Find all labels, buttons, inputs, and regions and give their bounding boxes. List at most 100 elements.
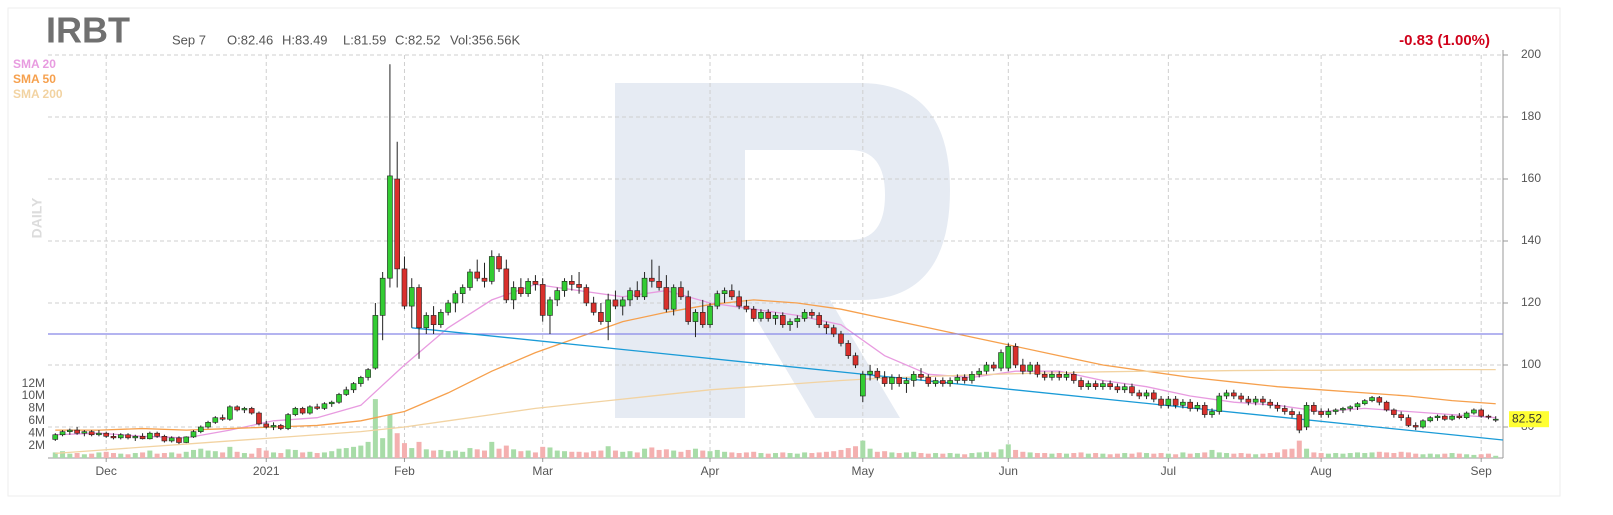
volume-bar [540,446,546,458]
volume-bar [234,451,240,458]
x-tick-label: Sep [1470,464,1492,478]
candle-body [117,434,124,439]
volume-bar [154,453,160,458]
candle-body [1340,408,1346,411]
volume-bar [940,453,946,458]
volume-bar [292,449,298,458]
candle-body [532,280,539,285]
volume-bar [387,414,393,458]
volume-bar [1216,452,1222,458]
candle-body [969,373,975,381]
candle-body [765,311,772,319]
candle-body [947,380,953,384]
volume-bar [911,451,917,458]
candle-body [96,432,102,436]
volume-bar [787,453,793,458]
candle-body [925,377,932,384]
candle-body [401,268,408,307]
candle-body [1070,373,1077,381]
candle-body [1478,409,1484,417]
volume-bar [1180,452,1186,458]
candle-body [568,280,575,285]
volume-bar [823,451,829,458]
candle-body [518,287,524,294]
last-price-box [1509,411,1549,428]
volume-bar [60,451,66,458]
candle-body [256,412,262,425]
candle-body [1420,420,1426,428]
candle-body [794,318,801,322]
candle-body [903,380,910,384]
volume-bar [1478,454,1484,458]
volume-bar [132,453,138,458]
candle-body [787,321,793,326]
candle-body [1412,425,1419,428]
volume-bar [773,453,778,458]
volume-bar [1318,453,1324,458]
candle-body [358,377,364,384]
candle-body [1434,415,1441,418]
candle-body [918,373,924,378]
volume-bar [496,448,502,458]
candle-body [1049,373,1055,378]
volume-bar [1471,454,1477,458]
volume-bar [1405,452,1411,458]
volume-bar [372,399,378,458]
volume-bar [118,453,124,458]
volume-bar [285,449,291,458]
volume-bar [1260,453,1266,458]
y-tick-label: 100 [1521,357,1541,371]
candle-body [154,432,160,437]
volume-bar [1391,453,1397,458]
candle-body [845,342,852,356]
candle-body [205,422,211,428]
volume-bar [125,454,131,458]
candle-body [699,311,706,325]
candle-body [379,277,386,316]
volume-bar [1093,453,1099,458]
volume-bar [351,446,357,458]
volume-bar [1442,453,1448,458]
candle-body [1136,392,1143,397]
volume-bar [933,453,939,458]
header-info: O:82.46 [227,32,273,47]
volume-bar [983,451,989,458]
volume-bar [1078,452,1084,458]
candle-body [307,406,313,414]
volume-bar [1042,453,1048,458]
candle-body [772,315,779,319]
candle-body [758,311,764,319]
y-tick-label: 180 [1521,109,1541,123]
legend-entry: SMA 20 [13,57,56,71]
volume-bar [903,452,909,458]
candle-body [1238,395,1244,400]
volume-bar [329,451,335,458]
candle-body [285,414,291,429]
volume-bar [300,452,306,458]
candle-body [1252,398,1259,403]
candle-body [605,299,611,322]
candle-body [874,370,881,378]
volume-bar [853,446,859,458]
candle-body [576,284,582,288]
candle-body [488,256,495,282]
volume-tick-label: 8M [28,401,45,415]
candle-body [961,377,968,381]
watermark-logo [615,83,950,418]
volume-bar [554,450,560,458]
candle-body [1034,364,1041,375]
volume-bar [89,453,95,458]
candle-body [1449,415,1455,420]
candle-body [1354,403,1361,408]
candle-body [328,401,335,405]
volume-bar [700,450,706,458]
volume-tick-label: 10M [22,388,45,402]
candle-body [612,299,619,307]
candle-body [1194,404,1201,409]
candle-body [692,311,699,322]
volume-bar [1013,449,1019,458]
volume-bar [271,452,277,458]
x-tick-label: 2021 [253,464,280,478]
